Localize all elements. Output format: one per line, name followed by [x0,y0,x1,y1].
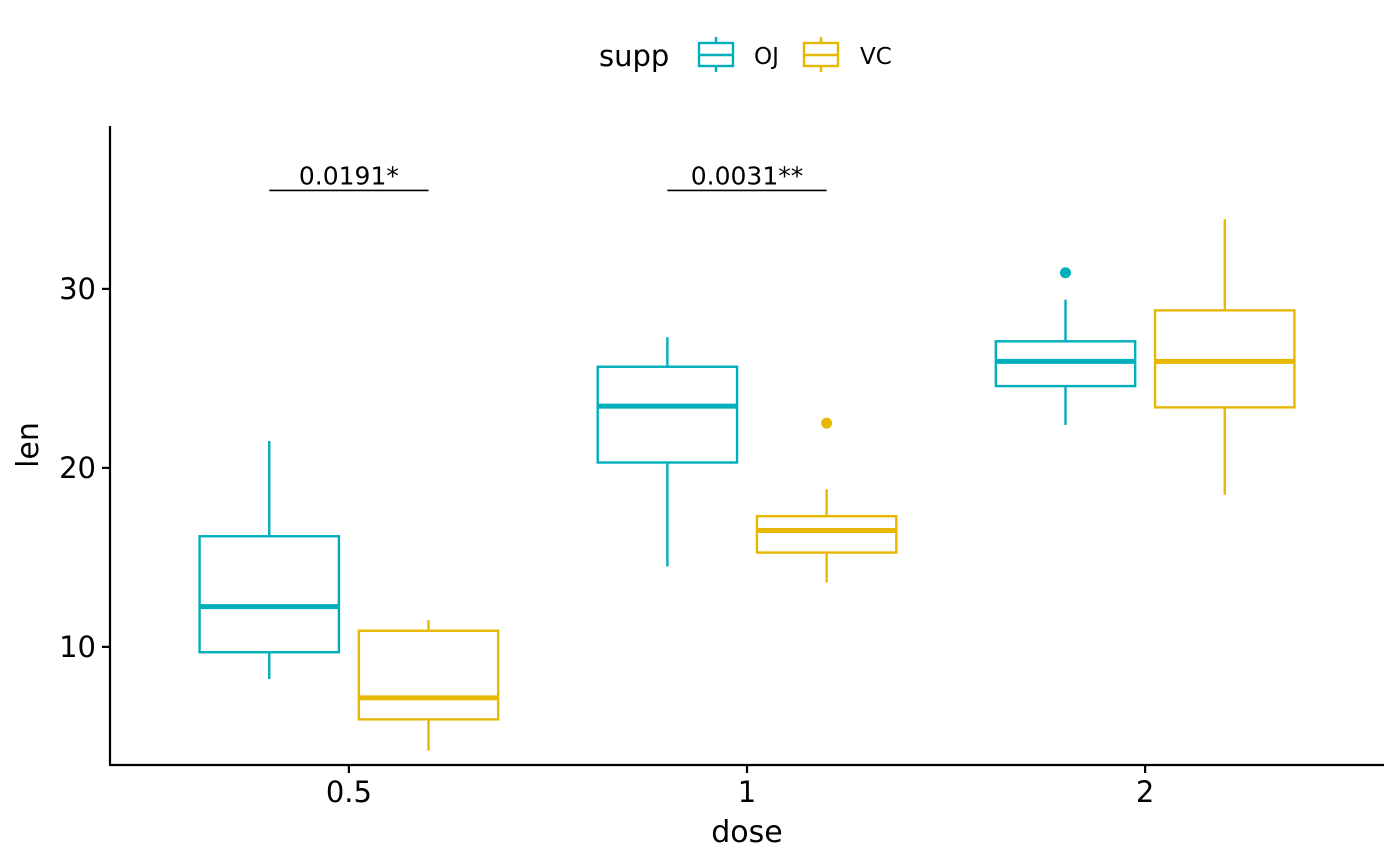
legend-label: OJ [754,44,779,70]
box-body [755,515,898,554]
x-ticks: 0.5 1 2 [326,765,1154,809]
x-tick-label: 0.5 [326,775,372,809]
legend-label: VC [860,44,892,70]
box-oj-1 [596,337,739,567]
box-body [198,535,341,654]
box-oj-0.5 [198,441,341,680]
box-body [357,629,500,721]
legend-title: supp [599,39,669,73]
x-tick-label: 1 [738,775,756,809]
plot-boxes [198,219,1296,751]
outlier-point [821,417,833,429]
annotation-0.5: 0.0191* [269,161,429,192]
box-oj-2 [994,267,1137,425]
legend: supp OJ VC [599,37,892,73]
y-tick-label: 10 [59,630,96,664]
outlier-point [1060,267,1071,279]
legend-entry-oj: OJ [697,37,779,72]
y-tick-label: 30 [59,272,96,306]
significance-annotations: 0.0191* 0.0031** [269,161,827,192]
box-vc-2 [1153,219,1296,495]
x-tick-label: 2 [1136,775,1154,809]
box-body [1153,309,1296,409]
axes [108,126,1384,767]
legend-entry-vc: VC [802,37,892,72]
y-tick-label: 20 [59,451,96,485]
p-value-label: 0.0191* [299,161,399,190]
box-vc-0.5 [357,620,500,751]
y-ticks: 10 20 30 [59,272,110,664]
y-axis-title: len [11,422,46,468]
box-body [596,365,739,464]
x-axis-title: dose [711,815,782,850]
annotation-1: 0.0031** [667,161,827,192]
p-value-label: 0.0031** [691,161,803,190]
box-vc-1 [755,417,898,583]
